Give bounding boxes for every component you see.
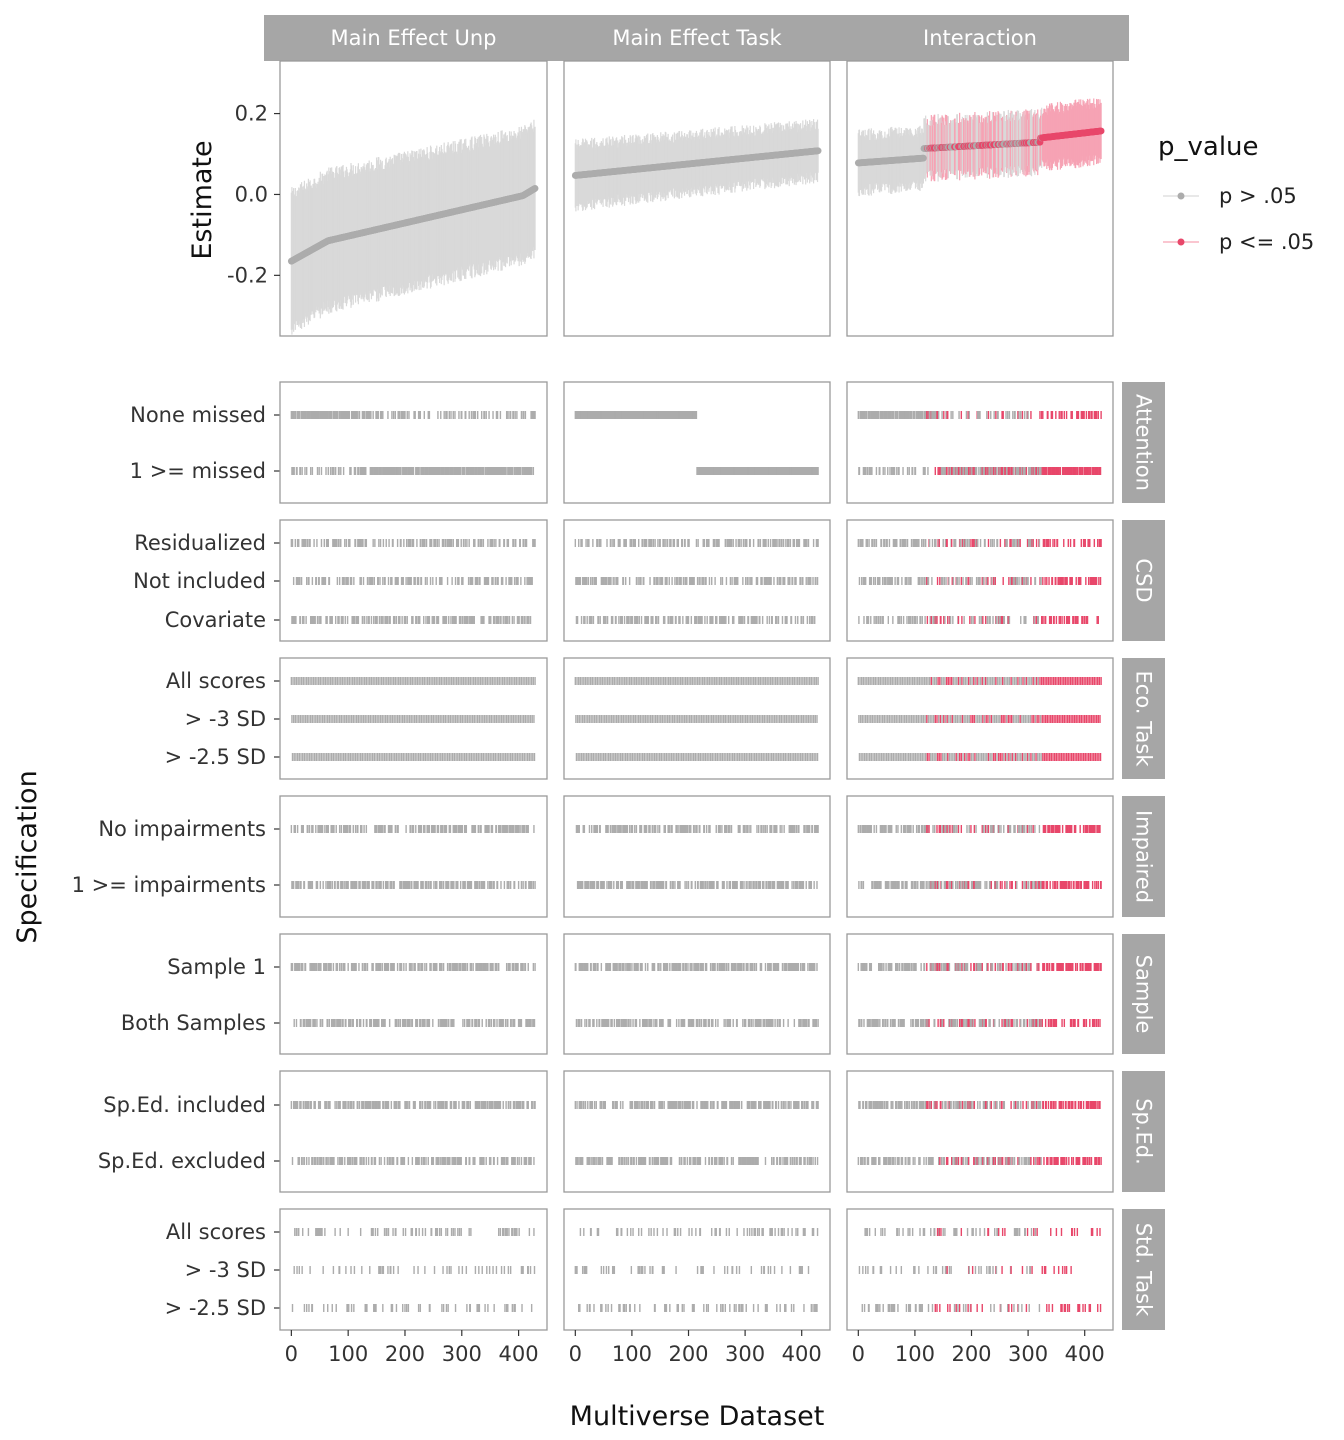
estimate-points	[287, 184, 539, 265]
estimate-facet-2: Interaction	[831, 15, 1129, 337]
spec-group-1: CSD Residualized Not included Covariate	[133, 519, 1165, 642]
spec-panel	[563, 381, 831, 504]
spec-panel	[846, 519, 1114, 642]
spec-panel-frame	[279, 381, 548, 504]
spec-panel	[846, 381, 1114, 504]
estimate-point-ns	[531, 184, 539, 192]
spec-panel	[279, 381, 548, 504]
spec-option-label: Covariate	[165, 608, 266, 632]
estimate-panels: Main Effect Unp Main Effect Task Interacti…	[264, 15, 1129, 337]
estimate-point-sig	[1097, 127, 1105, 135]
estimate-point-ns	[814, 147, 822, 155]
facet-strip	[264, 15, 563, 61]
estimate-panel-frame	[846, 60, 1114, 337]
facet-strip-label: Main Effect Task	[612, 26, 782, 50]
spec-panel-frame	[563, 381, 831, 504]
estimate-points	[571, 147, 822, 179]
spec-panel	[563, 519, 831, 642]
specification-panels: Attention None missed 1 >= missed CSD Residu…	[72, 381, 1165, 1331]
facet-strip	[548, 15, 846, 61]
spec-option-label: None missed	[130, 403, 266, 427]
group-strip-label: CSD	[1132, 558, 1156, 602]
facet-strip-label: Main Effect Unp	[331, 26, 497, 50]
estimate-point-ns	[920, 154, 927, 162]
spec-panel	[279, 519, 548, 642]
spec-option-label: Residualized	[134, 531, 266, 555]
spec-panel-frame	[846, 381, 1114, 504]
spec-group-0: Attention None missed 1 >= missed	[130, 381, 1165, 504]
estimate-facet-1: Main Effect Task	[548, 15, 846, 337]
estimate-facet-0: Main Effect Unp	[264, 15, 563, 337]
facet-strip-label: Interaction	[923, 26, 1037, 50]
spec-option-label: 1 >= missed	[130, 459, 266, 483]
spec-option-label: Not included	[133, 569, 266, 593]
group-strip-label: Attention	[1132, 394, 1156, 491]
